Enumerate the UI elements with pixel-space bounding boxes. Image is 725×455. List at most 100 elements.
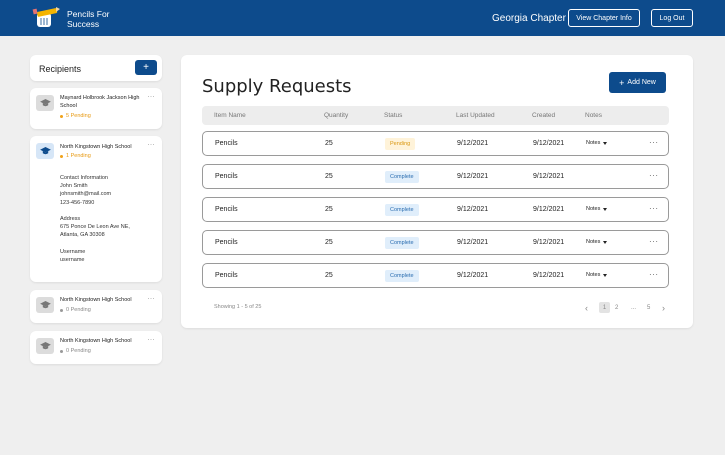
status-badge: Complete [385, 270, 419, 282]
recipient-card-expanded[interactable]: North Kingstown High School ··· 1 Pendin… [30, 136, 162, 282]
status-dot [60, 114, 63, 118]
column-header-last-updated[interactable]: Last Updated [456, 112, 495, 119]
last-updated: 9/12/2021 [457, 239, 489, 246]
pagination-page-1[interactable]: 1 [599, 302, 610, 313]
row-more-icon[interactable]: ··· [649, 237, 659, 246]
column-header-status[interactable]: Status [384, 112, 403, 119]
graduation-cap-icon [36, 95, 54, 111]
recipient-status: 0 Pending [60, 348, 91, 354]
pagination-page-5[interactable]: 5 [647, 304, 651, 311]
graduation-cap-icon [36, 338, 54, 354]
recipient-name: North Kingstown High School [60, 297, 132, 303]
address-line-2: Atlanta, GA 30308 [60, 232, 105, 239]
table-row[interactable]: Pencils 25 Complete 9/12/2021 9/12/2021 … [202, 263, 669, 288]
add-recipient-button[interactable]: + [135, 60, 157, 75]
table-header: Item Name Quantity Status Last Updated C… [202, 106, 669, 125]
created-date: 9/12/2021 [533, 272, 565, 279]
pagination-prev-icon[interactable]: ‹ [585, 302, 588, 313]
recipient-name: North Kingstown High School [60, 338, 132, 344]
notes-dropdown[interactable]: Notes [586, 140, 608, 146]
recipient-more-icon[interactable]: ··· [147, 296, 155, 302]
chapter-name: Georgia Chapter [492, 13, 566, 24]
created-date: 9/12/2021 [533, 239, 565, 246]
column-header-notes[interactable]: Notes [585, 112, 602, 119]
row-more-icon[interactable]: ··· [649, 270, 659, 279]
quantity: 25 [325, 206, 333, 213]
last-updated: 9/12/2021 [457, 140, 489, 147]
pagination-summary: Showing 1 - 5 of 25 [214, 304, 262, 310]
status-badge: Complete [385, 204, 419, 216]
recipient-status: 1 Pending [60, 153, 91, 159]
pagination-next-icon[interactable]: › [662, 302, 665, 313]
notes-dropdown[interactable]: Notes [586, 239, 608, 245]
notes-dropdown[interactable]: Notes [586, 272, 608, 278]
pagination-page-2[interactable]: 2 [615, 304, 619, 311]
notes-label: Notes [586, 140, 601, 146]
caret-down-icon [603, 240, 608, 244]
plus-icon: + [619, 77, 625, 88]
address-line-1: 675 Ponce De Leon Ave NE, [60, 224, 130, 231]
notes-label: Notes [586, 206, 601, 212]
graduation-cap-icon [36, 143, 54, 159]
column-header-created[interactable]: Created [532, 112, 556, 119]
contact-name: John Smith [60, 183, 88, 190]
username-info: Username username [60, 248, 85, 264]
item-name: Pencils [215, 272, 238, 279]
brand-name[interactable]: Pencils For Success [67, 9, 110, 29]
add-new-label: Add New [627, 79, 656, 86]
column-header-item-name[interactable]: Item Name [214, 112, 246, 119]
table-row[interactable]: Pencils 25 Complete 9/12/2021 9/12/2021 … [202, 164, 669, 189]
item-name: Pencils [215, 239, 238, 246]
created-date: 9/12/2021 [533, 206, 565, 213]
recipient-card[interactable]: North Kingstown High School ··· 0 Pendin… [30, 290, 162, 323]
pagination-ellipsis: ... [631, 304, 637, 311]
view-chapter-info-button[interactable]: View Chapter Info [568, 9, 640, 27]
contact-email: johnsmith@mail.com [60, 191, 112, 198]
status-badge: Complete [385, 237, 419, 249]
quantity: 25 [325, 239, 333, 246]
column-header-quantity[interactable]: Quantity [324, 112, 349, 119]
top-nav-bar: Pencils For Success Georgia Chapter View… [0, 0, 725, 36]
quantity: 25 [325, 173, 333, 180]
row-more-icon[interactable]: ··· [649, 138, 659, 147]
address-info: Address 675 Ponce De Leon Ave NE, Atlant… [60, 215, 130, 240]
recipients-header: Recipients + [30, 55, 162, 81]
recipient-status: 5 Pending [60, 113, 91, 119]
notes-dropdown[interactable]: Notes [586, 206, 608, 212]
contact-heading: Contact Information [60, 175, 108, 181]
username-value: username [60, 257, 85, 264]
last-updated: 9/12/2021 [457, 206, 489, 213]
table-row[interactable]: Pencils 25 Pending 9/12/2021 9/12/2021 N… [202, 131, 669, 156]
created-date: 9/12/2021 [533, 140, 565, 147]
recipient-name: North Kingstown High School [60, 144, 132, 150]
pencil-fist-logo [32, 7, 60, 27]
quantity: 25 [325, 140, 333, 147]
status-dot [60, 154, 63, 158]
graduation-cap-icon [36, 297, 54, 313]
recipient-card[interactable]: North Kingstown High School ··· 0 Pendin… [30, 331, 162, 364]
row-more-icon[interactable]: ··· [649, 204, 659, 213]
recipient-more-icon[interactable]: ··· [147, 142, 155, 148]
status-badge: Pending [385, 138, 416, 150]
table-row[interactable]: Pencils 25 Complete 9/12/2021 9/12/2021 … [202, 197, 669, 222]
recipient-card[interactable]: Maynard Holbrook Jackson High School ···… [30, 88, 162, 129]
recipient-status: 0 Pending [60, 307, 91, 313]
table-row[interactable]: Pencils 25 Complete 9/12/2021 9/12/2021 … [202, 230, 669, 255]
status-text: 5 Pending [66, 113, 91, 119]
recipient-more-icon[interactable]: ··· [147, 337, 155, 343]
last-updated: 9/12/2021 [457, 272, 489, 279]
recipient-more-icon[interactable]: ··· [147, 94, 155, 100]
recipients-title: Recipients [39, 64, 82, 74]
status-dot [60, 349, 63, 353]
status-badge: Complete [385, 171, 419, 183]
add-new-button[interactable]: + Add New [609, 72, 666, 93]
brand-line-1: Pencils For [67, 9, 110, 19]
log-out-button[interactable]: Log Out [651, 9, 693, 27]
contact-phone: 123-456-7890 [60, 199, 95, 206]
supply-requests-panel: Supply Requests + Add New Item Name Quan… [181, 55, 693, 328]
caret-down-icon [603, 207, 608, 211]
row-more-icon[interactable]: ··· [649, 171, 659, 180]
address-heading: Address [60, 216, 81, 222]
username-heading: Username [60, 249, 86, 255]
status-text: 0 Pending [66, 348, 91, 354]
